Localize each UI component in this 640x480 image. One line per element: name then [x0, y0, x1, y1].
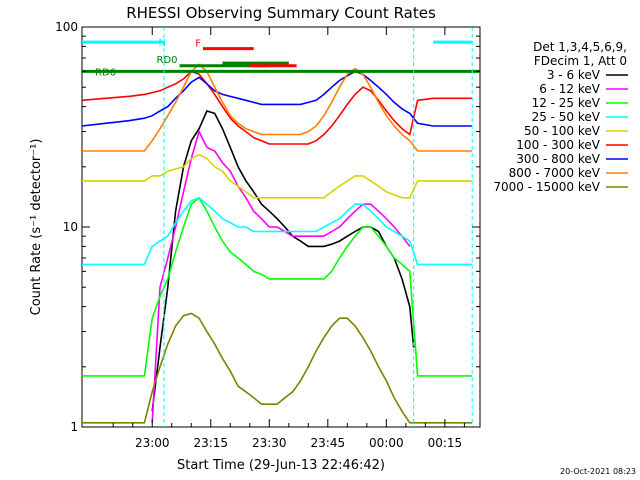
- series-line-12-25-kev: [82, 196, 473, 377]
- legend-header-line-1: Det 1,3,4,5,6,9,: [533, 40, 627, 54]
- state-bar-label-f: F: [195, 39, 201, 50]
- legend-label-300-800-kev: 300 - 800 keV: [516, 152, 600, 166]
- x-tick-label: 23:30: [252, 436, 287, 450]
- legend-label-100-300-kev: 100 - 300 keV: [516, 138, 600, 152]
- x-tick-label: 00:15: [428, 436, 463, 450]
- y-tick-label: 100: [55, 20, 78, 34]
- legend-label-800-7000-kev: 800 - 7000 keV: [509, 166, 601, 180]
- date-stamp: 20-Oct-2021 08:23: [560, 467, 636, 476]
- x-tick-label: 23:45: [311, 436, 346, 450]
- y-axis-label: Count Rate (s⁻¹ detector⁻¹): [29, 139, 44, 316]
- series-layer: [81, 63, 473, 424]
- series-line-800-7000-kev: [82, 63, 473, 152]
- legend-label-50-100-kev: 50 - 100 keV: [524, 124, 601, 138]
- x-ticks: 23:00 23:15 23:30 23:45 00:00 00:15: [112, 27, 465, 450]
- series-line-50-100-kev: [82, 153, 473, 199]
- legend-label-3-6-kev: 3 - 6 keV: [547, 68, 601, 82]
- legend-header-line-2: FDecim 1, Att 0: [534, 54, 627, 68]
- series-line-7000-15000-kev: [82, 312, 473, 424]
- series-line-3-6-kev: [151, 110, 415, 412]
- x-tick-label: 23:15: [193, 436, 228, 450]
- state-bar-label-rd0: RD0: [157, 55, 178, 66]
- legend-label-7000-15000-kev: 7000 - 15000 keV: [493, 180, 600, 194]
- series-line-300-800-kev: [81, 70, 473, 127]
- y-tick-label: 1: [70, 420, 78, 434]
- state-bar-label-rd6: RD6: [95, 67, 116, 78]
- chart-title: RHESSI Observing Summary Count Rates: [126, 4, 436, 22]
- y-ticks: 1 10 100: [55, 20, 480, 434]
- legend: Det 1,3,4,5,6,9, FDecim 1, Att 0 3 - 6 k…: [493, 40, 628, 194]
- series-line-100-300-kev: [81, 70, 473, 145]
- x-axis-label: Start Time (29-Jun-13 22:46:42): [177, 458, 385, 473]
- series-line-25-50-kev: [82, 196, 473, 266]
- legend-label-12-25-kev: 12 - 25 keV: [532, 96, 601, 110]
- legend-label-6-12-kev: 6 - 12 keV: [539, 82, 601, 96]
- x-tick-label: 00:00: [369, 436, 404, 450]
- state-bar-label-n: N: [158, 38, 165, 49]
- legend-label-25-50-kev: 25 - 50 keV: [532, 110, 601, 124]
- x-tick-label: 23:00: [135, 436, 170, 450]
- y-tick-label: 10: [63, 220, 78, 234]
- series-line-6-12-kev: [151, 129, 411, 423]
